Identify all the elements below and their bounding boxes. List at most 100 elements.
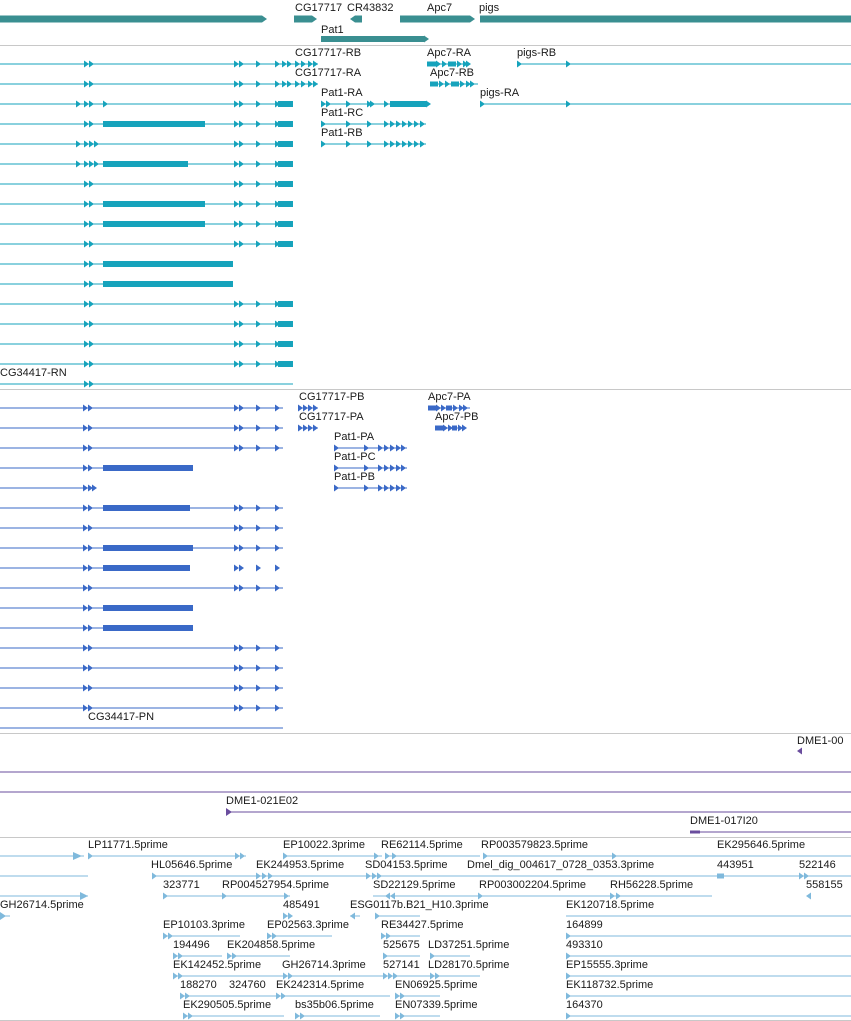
strand-arrow[interactable] xyxy=(390,464,395,472)
feature-label[interactable]: Apc7 xyxy=(427,2,453,14)
feature-label[interactable]: Apc7-RB xyxy=(430,67,475,79)
strand-arrow[interactable] xyxy=(616,892,621,900)
strand-arrow[interactable] xyxy=(275,80,280,88)
strand-arrow[interactable] xyxy=(234,360,239,368)
feature-label[interactable]: RP003002204.5prime xyxy=(479,879,587,891)
strand-arrow[interactable] xyxy=(83,444,88,452)
exon-block[interactable] xyxy=(103,201,205,207)
gene-block[interactable] xyxy=(0,15,262,23)
feature-label[interactable]: EK295646.5prime xyxy=(717,839,806,851)
strand-arrow[interactable] xyxy=(392,852,397,860)
strand-arrow[interactable] xyxy=(321,140,326,148)
strand-arrow[interactable] xyxy=(395,1012,400,1020)
strand-arrow[interactable] xyxy=(308,424,313,432)
strand-arrow[interactable] xyxy=(275,524,280,532)
strand-arrow[interactable] xyxy=(370,100,375,108)
feature-label[interactable]: EP10103.3prime xyxy=(163,919,245,931)
strand-arrow[interactable] xyxy=(256,180,261,188)
strand-arrow[interactable] xyxy=(303,424,308,432)
strand-arrow[interactable] xyxy=(234,524,239,532)
feature-label[interactable]: EK290505.5prime xyxy=(183,999,272,1011)
feature-label[interactable]: 194496 xyxy=(173,939,210,951)
strand-arrow[interactable] xyxy=(256,60,261,68)
strand-arrow[interactable] xyxy=(89,280,94,288)
strand-arrow[interactable] xyxy=(256,564,261,572)
strand-arrow[interactable] xyxy=(84,100,89,108)
strand-arrow[interactable] xyxy=(400,1012,405,1020)
strand-arrow[interactable] xyxy=(275,180,280,188)
strand-arrow[interactable] xyxy=(239,160,244,168)
est-block[interactable] xyxy=(717,873,724,879)
strand-arrow[interactable] xyxy=(234,120,239,128)
feature-label[interactable]: LD28170.5prime xyxy=(428,959,510,971)
strand-arrow[interactable] xyxy=(239,60,244,68)
exon-block[interactable] xyxy=(278,141,293,147)
strand-arrow[interactable] xyxy=(275,220,280,228)
strand-arrow[interactable] xyxy=(275,300,280,308)
strand-arrow[interactable] xyxy=(89,180,94,188)
strand-arrow[interactable] xyxy=(84,260,89,268)
feature-label[interactable]: 188270 xyxy=(180,979,217,991)
strand-arrow[interactable] xyxy=(275,544,280,552)
strand-arrow[interactable] xyxy=(430,952,435,960)
strand-arrow[interactable] xyxy=(76,100,81,108)
strand-arrow[interactable] xyxy=(256,140,261,148)
strand-arrow[interactable] xyxy=(275,664,280,672)
strand-arrow[interactable] xyxy=(334,444,339,452)
strand-arrow[interactable] xyxy=(275,444,280,452)
strand-arrow[interactable] xyxy=(804,872,809,880)
feature-label[interactable]: DME1-021E02 xyxy=(226,795,299,807)
strand-arrow[interactable] xyxy=(275,704,280,712)
exon-block[interactable] xyxy=(278,121,293,127)
strand-arrow[interactable] xyxy=(234,240,239,248)
strand-arrow[interactable] xyxy=(408,140,413,148)
strand-arrow[interactable] xyxy=(283,912,288,920)
exon-block[interactable] xyxy=(446,405,452,411)
strand-arrow[interactable] xyxy=(239,704,244,712)
strand-arrow[interactable] xyxy=(234,80,239,88)
feature-label[interactable]: 493310 xyxy=(566,939,603,951)
strand-arrow[interactable] xyxy=(239,684,244,692)
strand-arrow[interactable] xyxy=(163,932,168,940)
strand-arrow[interactable] xyxy=(287,60,292,68)
strand-arrow[interactable] xyxy=(445,80,450,88)
strand-arrow[interactable] xyxy=(388,972,393,980)
feature-label[interactable]: EP10022.3prime xyxy=(283,839,365,851)
strand-arrow[interactable] xyxy=(463,404,468,412)
exon-block[interactable] xyxy=(278,101,293,107)
feature-label[interactable]: Pat1-PA xyxy=(334,431,375,443)
feature-label[interactable]: 324760 xyxy=(229,979,266,991)
strand-arrow[interactable] xyxy=(84,240,89,248)
strand-arrow[interactable] xyxy=(89,80,94,88)
strand-arrow[interactable] xyxy=(275,584,280,592)
strand-arrow[interactable] xyxy=(346,100,351,108)
strand-arrow[interactable] xyxy=(84,180,89,188)
strand-arrow[interactable] xyxy=(453,404,458,412)
strand-arrow[interactable] xyxy=(312,15,317,23)
feature-label[interactable]: Pat1-RB xyxy=(321,127,363,139)
strand-arrow[interactable] xyxy=(275,160,280,168)
strand-arrow[interactable] xyxy=(89,340,94,348)
strand-arrow[interactable] xyxy=(84,280,89,288)
strand-arrow[interactable] xyxy=(436,404,441,412)
clone-block[interactable] xyxy=(690,830,700,834)
feature-label[interactable]: HL05646.5prime xyxy=(151,859,233,871)
strand-arrow[interactable] xyxy=(384,464,389,472)
feature-label[interactable]: Apc7-RA xyxy=(427,47,472,59)
strand-arrow[interactable] xyxy=(239,100,244,108)
feature-label[interactable]: pigs-RA xyxy=(480,87,520,99)
strand-arrow[interactable] xyxy=(396,120,401,128)
feature-label[interactable]: bs35b06.5prime xyxy=(295,999,374,1011)
strand-arrow[interactable] xyxy=(88,424,93,432)
strand-arrow[interactable] xyxy=(88,644,93,652)
strand-arrow[interactable] xyxy=(83,664,88,672)
feature-label[interactable]: SD22129.5prime xyxy=(373,879,456,891)
strand-arrow[interactable] xyxy=(313,80,318,88)
strand-arrow[interactable] xyxy=(84,300,89,308)
strand-arrow[interactable] xyxy=(234,300,239,308)
strand-arrow[interactable] xyxy=(566,1012,571,1020)
strand-arrow[interactable] xyxy=(163,892,168,900)
feature-label[interactable]: 525675 xyxy=(383,939,420,951)
strand-arrow[interactable] xyxy=(84,340,89,348)
strand-arrow[interactable] xyxy=(275,424,280,432)
